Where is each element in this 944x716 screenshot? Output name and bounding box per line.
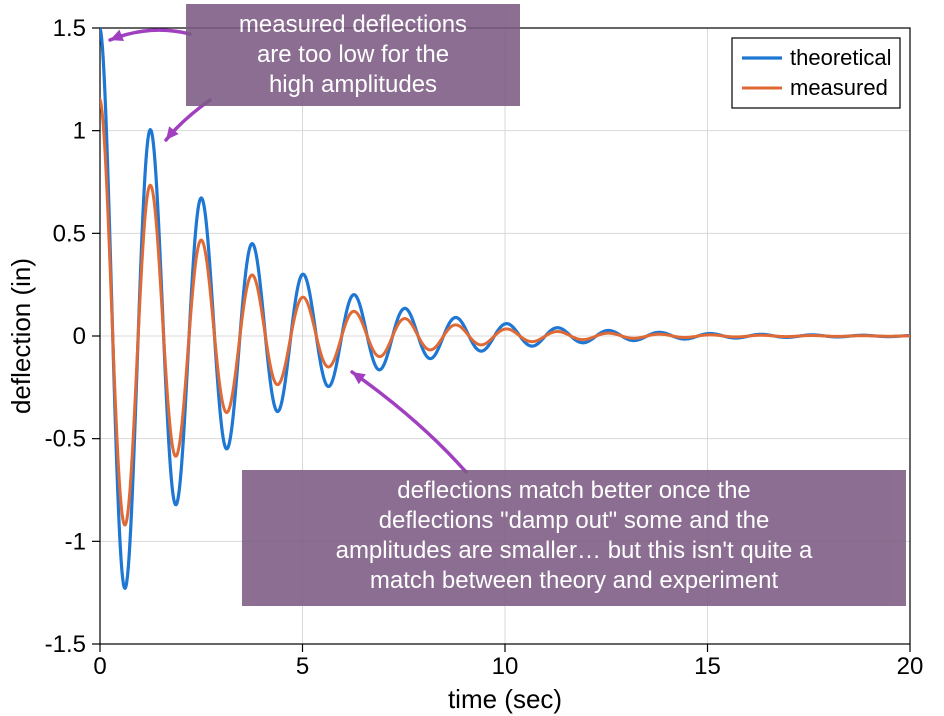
x-tick-label: 0	[93, 653, 106, 680]
annotation-top: measured deflectionsare too low for theh…	[186, 4, 520, 106]
y-tick-label: 1.5	[53, 15, 86, 42]
y-tick-label: -1	[65, 528, 86, 555]
y-tick-label: 1	[73, 118, 86, 145]
y-axis-label: deflection (in)	[6, 258, 36, 414]
y-tick-label: -0.5	[45, 426, 86, 453]
chart-container: 0 5 10 15 20 -1.5 -1 -0.5 0 0.5 1 1.5 time (sec) defl…	[0, 0, 944, 716]
deflection-chart: 0 5 10 15 20 -1.5 -1 -0.5 0 0.5 1 1.5 time (sec) defl…	[0, 0, 944, 716]
legend: theoretical measured	[732, 38, 900, 108]
legend-label-theoretical: theoretical	[790, 45, 892, 70]
y-tick-label: -1.5	[45, 631, 86, 658]
x-tick-label: 10	[492, 653, 519, 680]
y-tick-label: 0	[73, 323, 86, 350]
annotation-bottom: deflections match better once thedeflect…	[242, 470, 906, 606]
x-tick-label: 20	[897, 653, 924, 680]
legend-label-measured: measured	[790, 75, 888, 100]
x-axis-label: time (sec)	[448, 684, 562, 714]
x-tick-label: 5	[296, 653, 309, 680]
y-tick-label: 0.5	[53, 220, 86, 247]
x-tick-label: 15	[694, 653, 721, 680]
